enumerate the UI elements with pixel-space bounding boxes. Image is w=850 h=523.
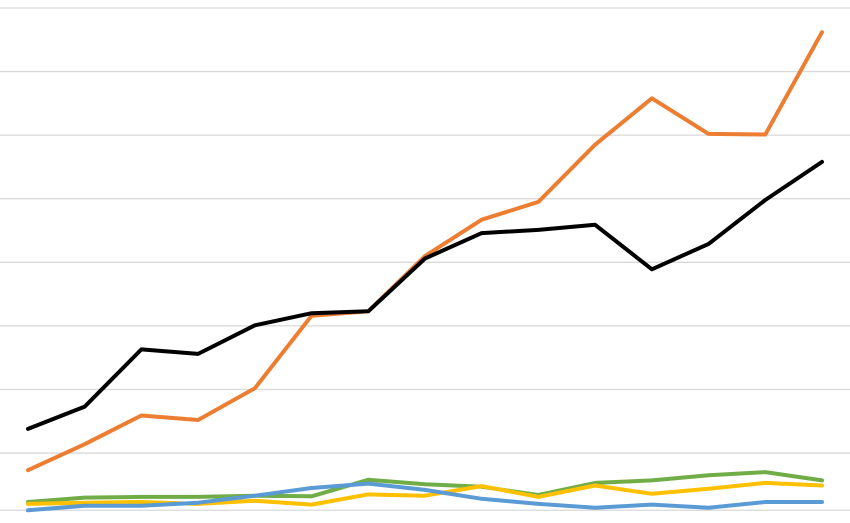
series-lines — [26, 30, 824, 513]
series-line-0 — [26, 30, 824, 473]
gridlines — [0, 7, 850, 511]
series-line-1 — [26, 159, 824, 431]
series-line-4 — [26, 481, 824, 513]
series-line-2 — [26, 470, 824, 504]
series-line-3 — [26, 480, 824, 507]
